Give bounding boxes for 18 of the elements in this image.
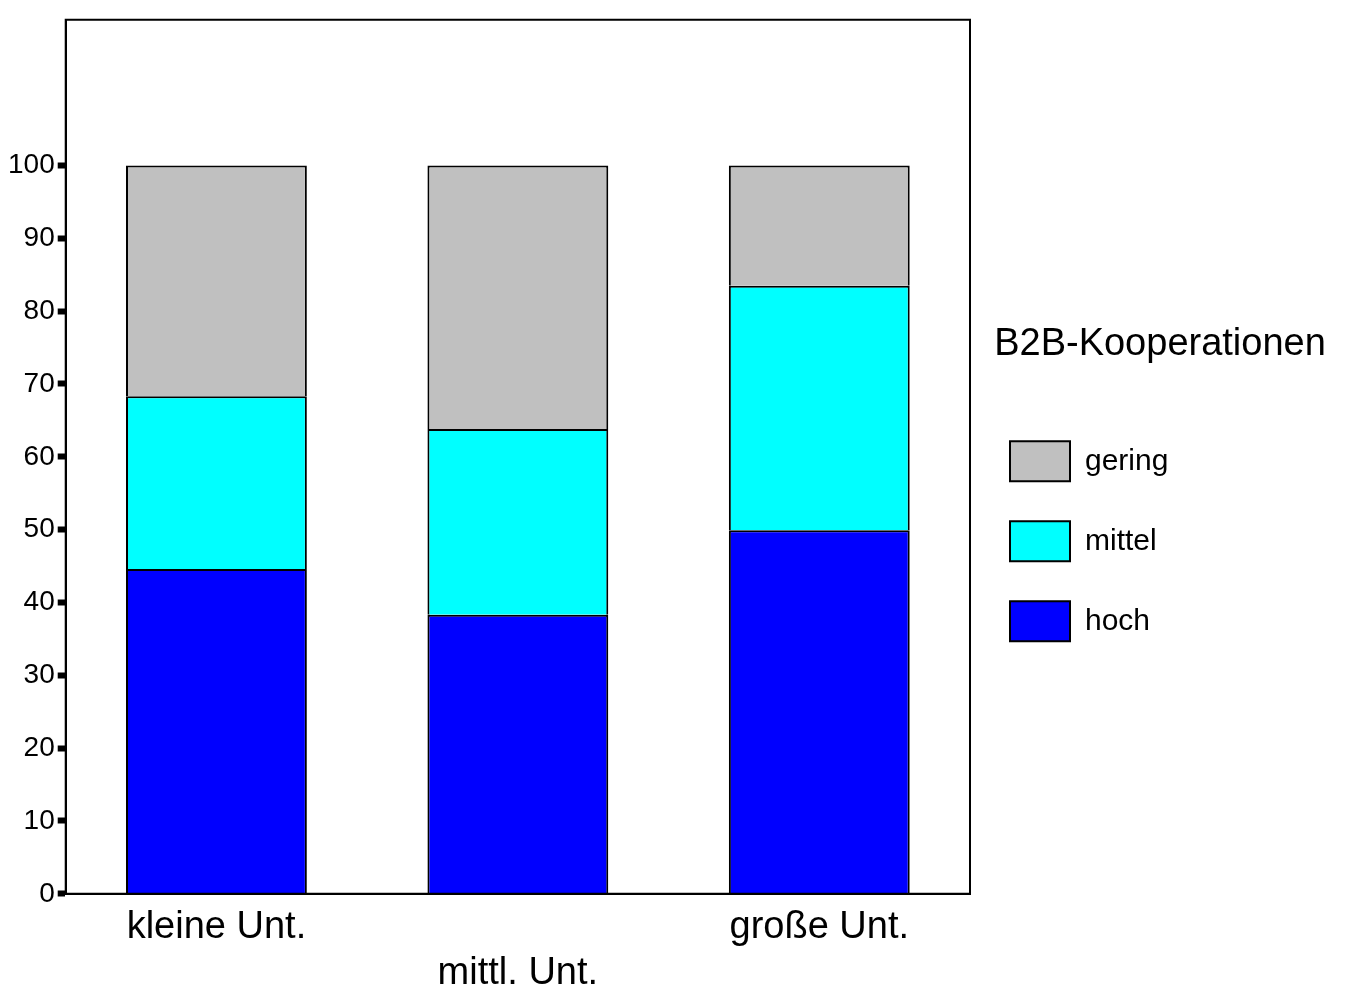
y-tick-label: 80 — [23, 293, 55, 325]
legend-label: mittel — [1085, 522, 1157, 556]
y-tick-label: 10 — [23, 803, 55, 835]
legend-label: hoch — [1085, 602, 1151, 636]
y-tick-label: 0 — [39, 876, 55, 908]
x-tick-label: mittl. Unt. — [437, 949, 599, 992]
y-tick-label: 100 — [8, 148, 55, 180]
legend-title: B2B-Kooperationen — [994, 321, 1326, 364]
y-tick-label: 70 — [23, 366, 55, 398]
y-tick-label: 60 — [23, 439, 55, 471]
x-tick-label: kleine Unt. — [126, 904, 307, 947]
y-tick-label: 40 — [23, 585, 55, 617]
x-tick-label: große Unt. — [729, 904, 910, 947]
legend-label: gering — [1085, 442, 1169, 476]
y-tick-label: 30 — [23, 658, 55, 690]
y-tick-label: 90 — [23, 221, 55, 253]
y-tick-label: 50 — [23, 512, 55, 544]
y-tick-label: 20 — [23, 730, 55, 762]
